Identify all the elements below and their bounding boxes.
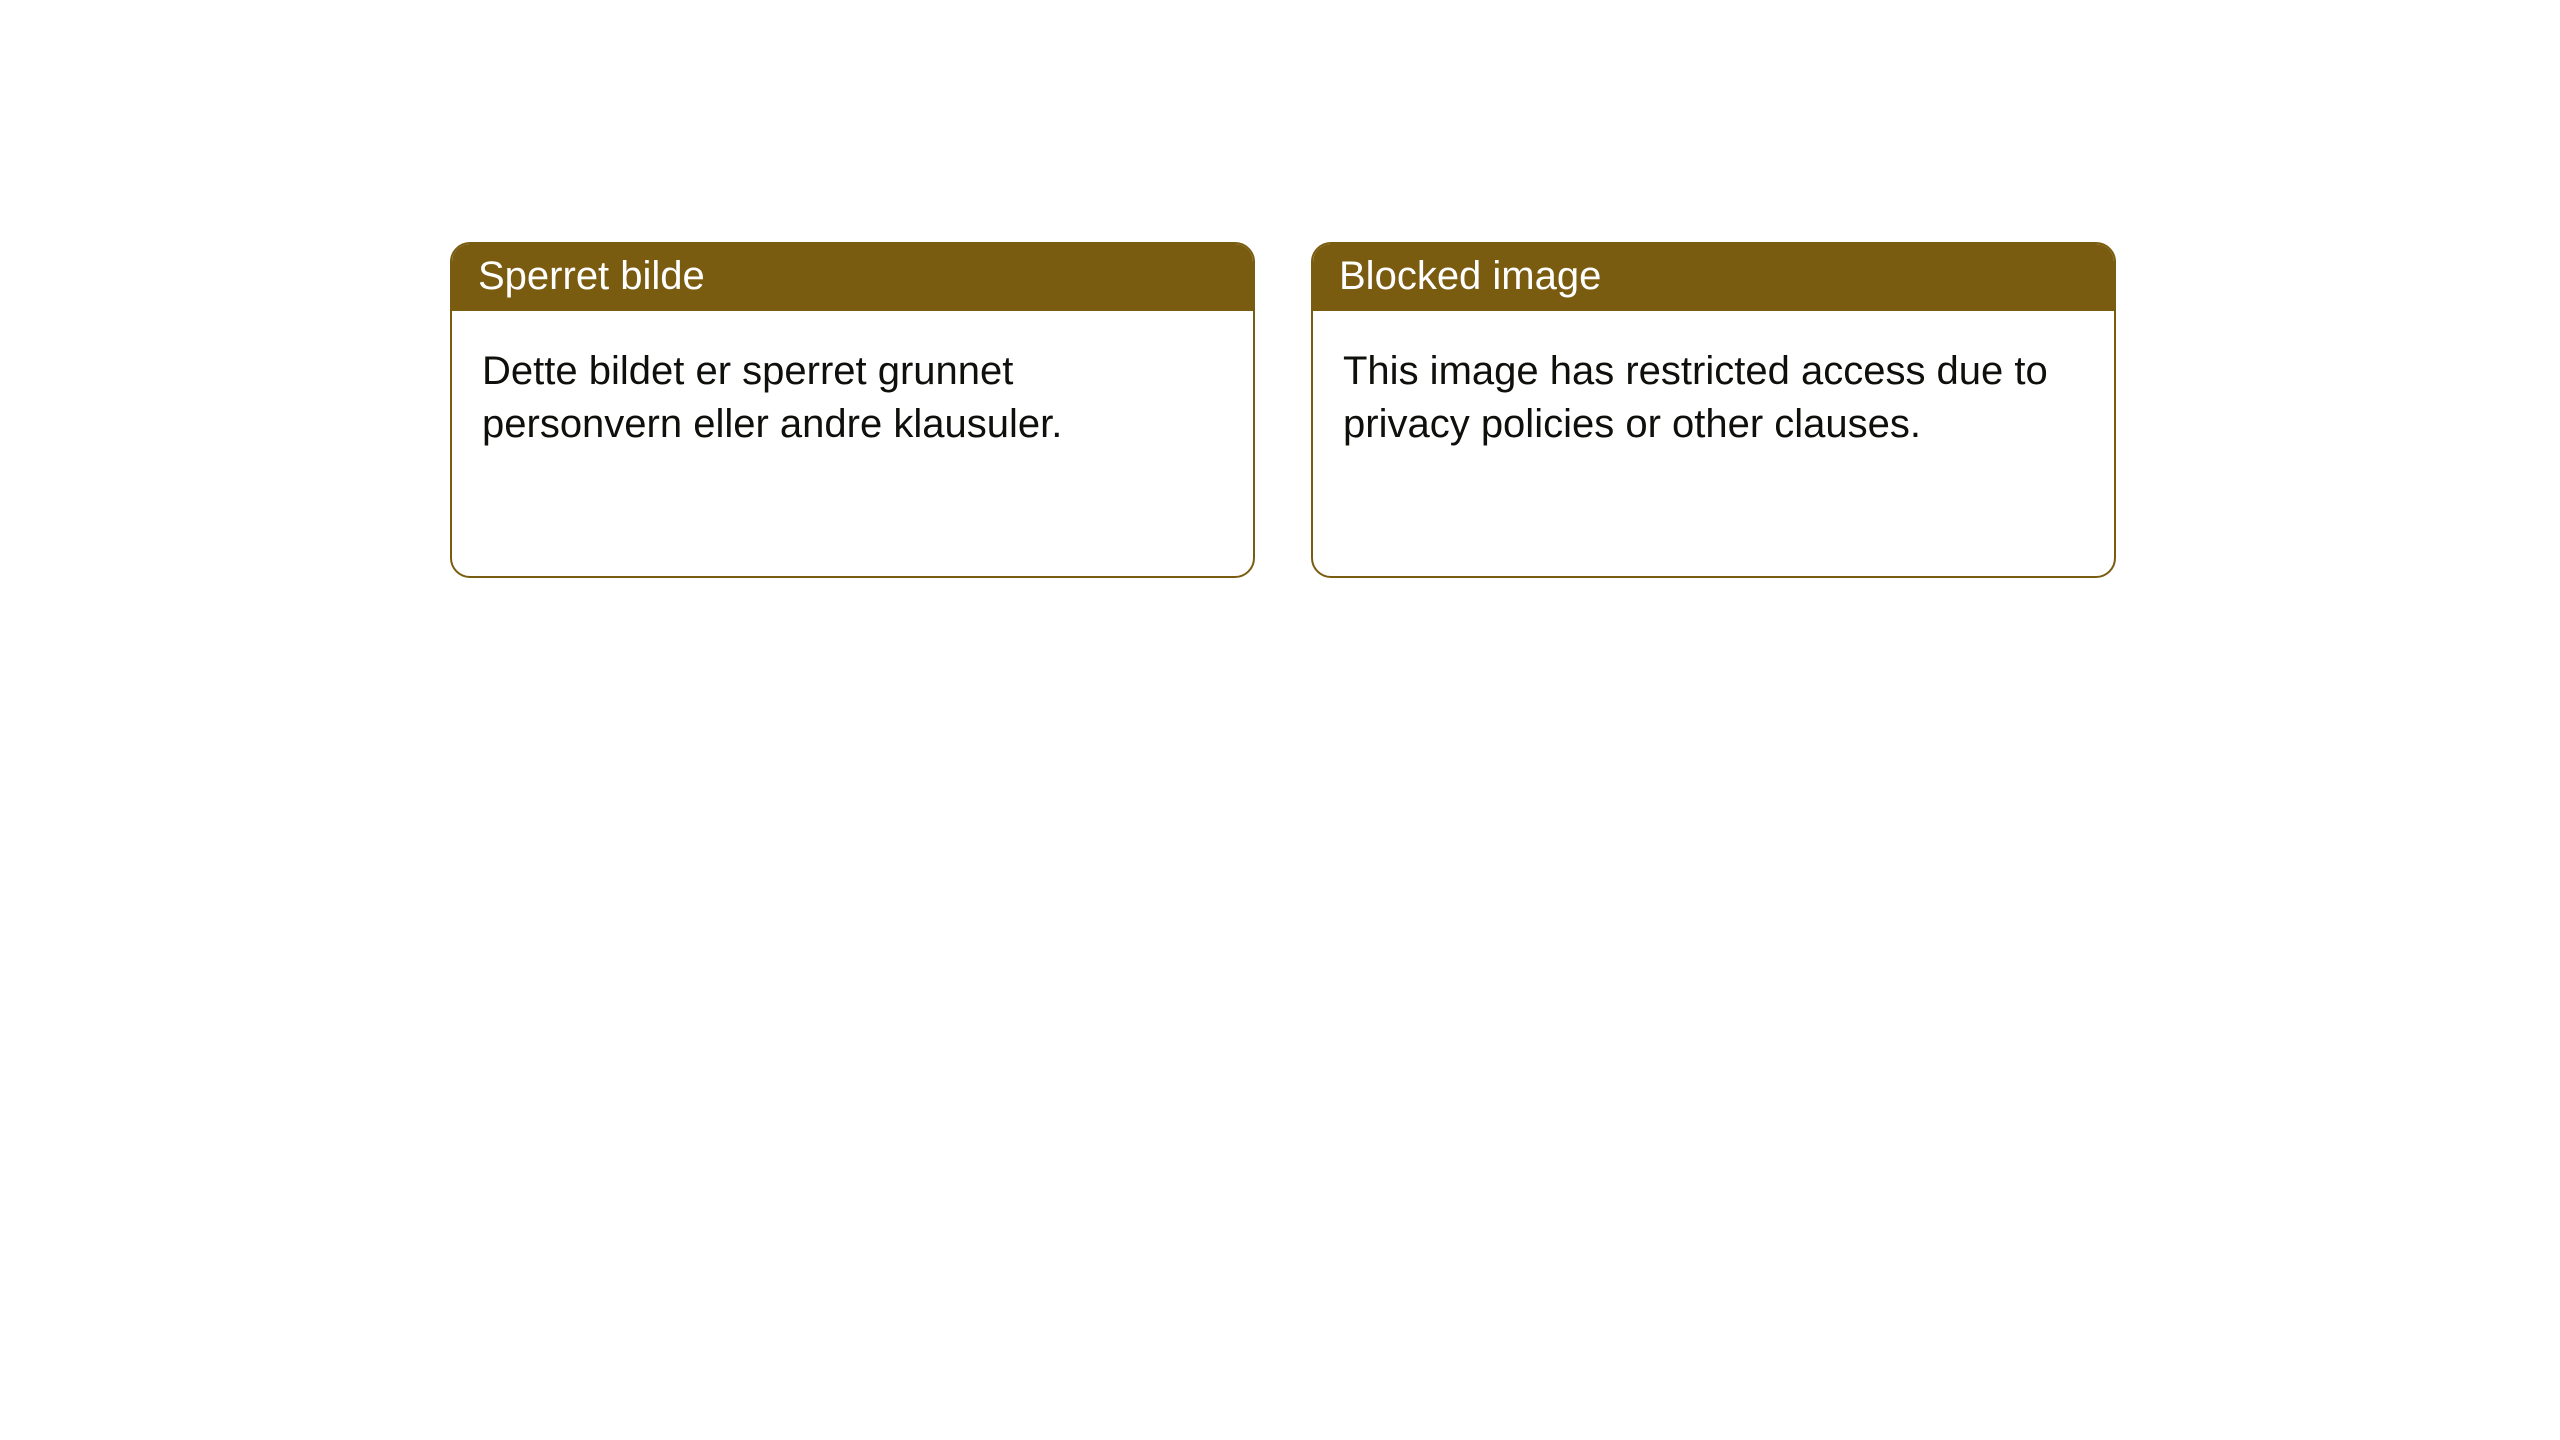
notice-card-body: Dette bildet er sperret grunnet personve… (452, 311, 1253, 481)
notice-container: Sperret bilde Dette bildet er sperret gr… (0, 0, 2560, 578)
notice-card-title: Sperret bilde (452, 244, 1253, 311)
notice-card-body: This image has restricted access due to … (1313, 311, 2114, 481)
notice-card-title: Blocked image (1313, 244, 2114, 311)
notice-card-norwegian: Sperret bilde Dette bildet er sperret gr… (450, 242, 1255, 578)
notice-card-english: Blocked image This image has restricted … (1311, 242, 2116, 578)
